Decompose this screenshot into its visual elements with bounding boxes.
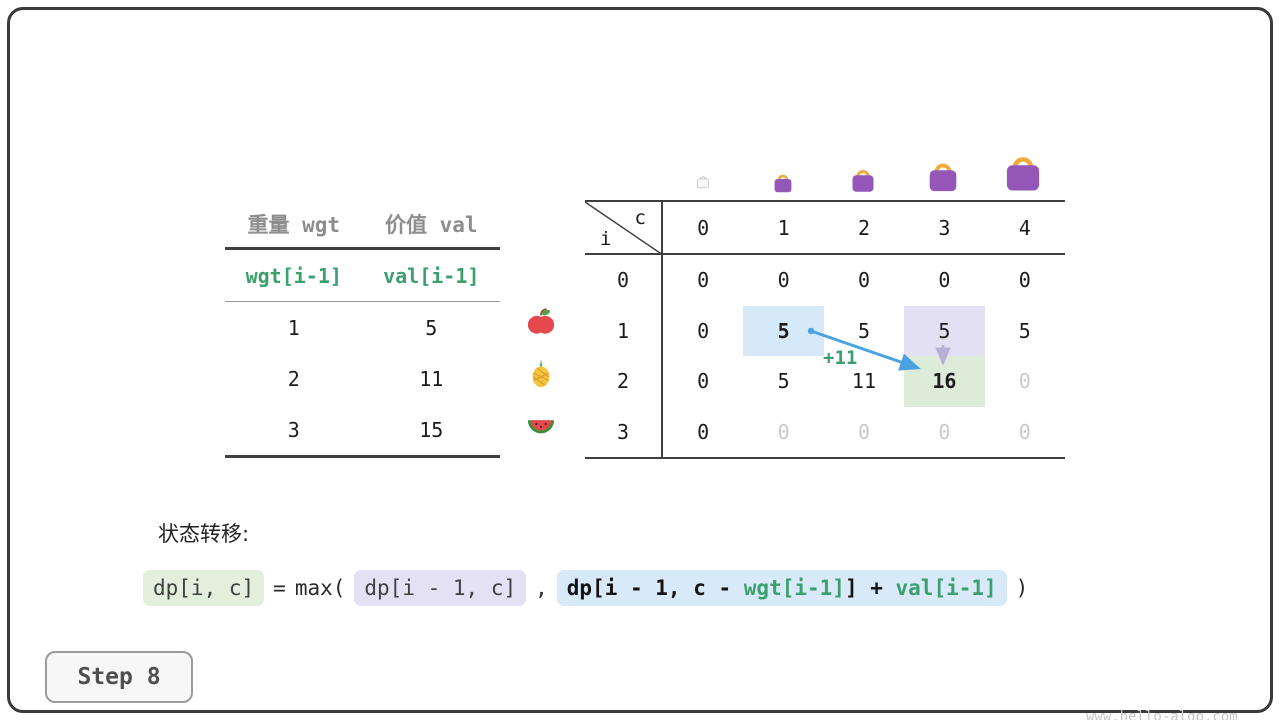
item-2-val: 11 <box>419 366 444 391</box>
col-header-3: 3 <box>938 215 951 240</box>
dp-cell-2-2: 11 <box>851 369 877 394</box>
items-header-wgt: 重量 wgt <box>247 212 341 237</box>
dp-cell-0-2: 0 <box>857 268 870 293</box>
col-header-4: 4 <box>1018 215 1031 240</box>
dp-row-2: 2 0 5 11 16 0 <box>585 356 1065 407</box>
arg2-mid: ] + <box>844 576 896 600</box>
wgt-formula-cell: wgt[i-1] <box>245 263 342 288</box>
item-1-val: 5 <box>425 315 438 340</box>
dp-table: c i 0 1 2 3 4 0 0 0 0 0 0 1 0 5 <box>585 200 1065 459</box>
corner-col-var: c <box>634 207 646 229</box>
item-2-wgt: 2 <box>287 366 300 391</box>
formula-max-open: max( <box>294 576 346 600</box>
col-header-2: 2 <box>857 215 870 240</box>
items-header-val: 价值 val <box>384 212 478 237</box>
dp-cell-1-1: 5 <box>743 305 824 356</box>
item-3-val: 15 <box>419 417 444 442</box>
formula-comma: , <box>535 576 548 600</box>
items-table: 重量 wgt 价值 val wgt[i-1] val[i-1] 1 5 2 11… <box>225 200 500 458</box>
state-transition-label: 状态转移: <box>158 522 250 546</box>
bag-icon-1 <box>771 170 795 198</box>
dp-cell-3-0: 0 <box>697 419 710 444</box>
bag-icon-4 <box>1000 148 1046 198</box>
watermelon-icon <box>526 409 556 439</box>
watermark: www.hello-algo.com <box>1086 709 1238 720</box>
pineapple-icon <box>526 358 556 388</box>
bag-icon-2 <box>848 164 878 198</box>
arrow-label: +11 <box>823 347 858 369</box>
apple-icon <box>526 307 556 337</box>
bag-icon-3 <box>924 156 962 198</box>
dp-cell-2-0: 0 <box>697 369 710 394</box>
formula-close-paren: ) <box>1015 576 1029 600</box>
step-badge: Step 8 <box>45 651 193 703</box>
row-header-1: 1 <box>585 305 663 356</box>
corner-diagonal <box>585 202 663 255</box>
item-1-wgt: 1 <box>287 315 300 340</box>
dp-cell-0-1: 0 <box>777 268 790 293</box>
dp-row-0: 0 0 0 0 0 0 <box>585 255 1065 306</box>
row-header-0: 0 <box>585 255 663 306</box>
arg2-prefix: dp[i - 1, c - <box>566 576 744 600</box>
dp-cell-3-3: 0 <box>938 419 951 444</box>
dp-cell-0-0: 0 <box>697 268 710 293</box>
dp-cell-1-4: 5 <box>1018 318 1031 343</box>
col-header-1: 1 <box>777 215 790 240</box>
dp-cell-3-2: 0 <box>857 419 870 444</box>
items-table-header: 重量 wgt 价值 val <box>225 200 500 250</box>
bag-icon-0 <box>695 173 711 193</box>
formula: dp[i, c] = max( dp[i - 1, c] , dp[i - 1,… <box>143 570 1028 606</box>
arg2-wgt: wgt[i-1] <box>743 576 845 600</box>
item-row-1: 1 5 <box>225 302 500 353</box>
dp-corner-cell: c i <box>585 202 663 255</box>
dp-cell-2-1: 5 <box>777 369 790 394</box>
dp-cell-2-4: 0 <box>1018 369 1031 394</box>
item-row-3: 3 15 <box>225 404 500 455</box>
dp-header-row: c i 0 1 2 3 4 <box>585 202 1065 255</box>
row-header-2: 2 <box>585 356 663 407</box>
corner-row-var: i <box>600 228 612 250</box>
dp-cell-3-1: 0 <box>777 419 790 444</box>
item-3-wgt: 3 <box>287 417 300 442</box>
arg2-val: val[i-1] <box>895 576 997 600</box>
items-formula-row: wgt[i-1] val[i-1] <box>225 250 500 302</box>
dp-cell-0-3: 0 <box>938 268 951 293</box>
dp-cell-0-4: 0 <box>1018 268 1031 293</box>
dp-cell-2-3: 16 <box>904 356 985 407</box>
formula-arg1-chip: dp[i - 1, c] <box>354 570 527 606</box>
formula-arg2-chip: dp[i - 1, c - wgt[i-1]] + val[i-1] <box>556 570 1007 606</box>
page-border: 重量 wgt 价值 val wgt[i-1] val[i-1] 1 5 2 11… <box>7 7 1273 720</box>
formula-lhs-chip: dp[i, c] <box>143 570 265 606</box>
dp-cell-1-0: 0 <box>697 318 710 343</box>
dp-cell-3-4: 0 <box>1018 419 1031 444</box>
item-row-2: 2 11 <box>225 353 500 404</box>
formula-equals: = <box>273 576 286 600</box>
col-header-0: 0 <box>697 215 710 240</box>
row-header-3: 3 <box>585 406 663 457</box>
dp-cell-1-3: 5 <box>904 305 985 356</box>
dp-row-3: 3 0 0 0 0 0 <box>585 406 1065 457</box>
val-formula-cell: val[i-1] <box>383 263 480 288</box>
